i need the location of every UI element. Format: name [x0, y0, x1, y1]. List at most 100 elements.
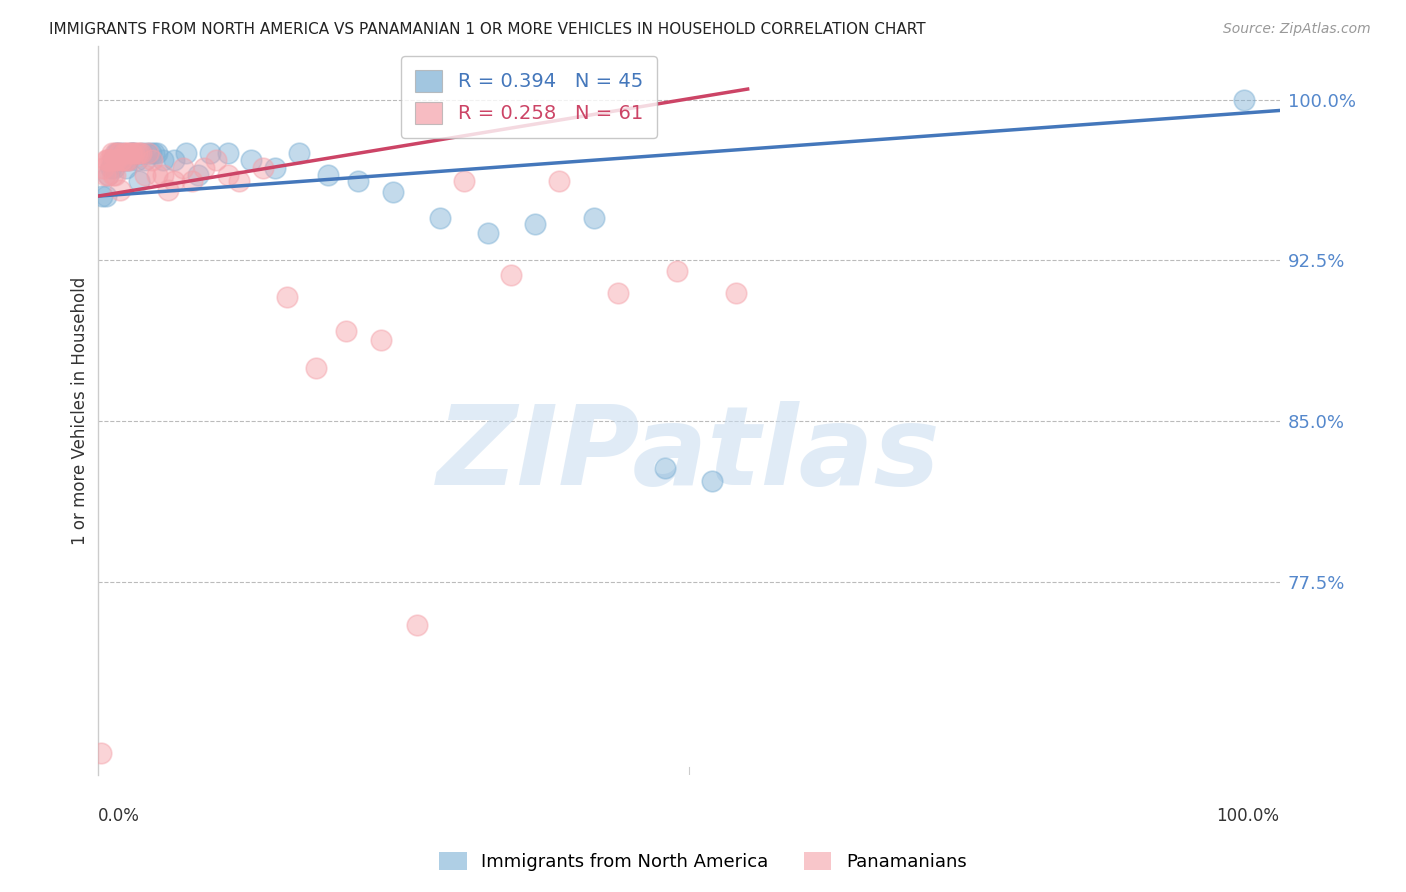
Point: [100, 146, 122, 161]
Point: [117, 146, 139, 161]
Point: [115, 161, 138, 176]
Point: [346, 174, 368, 188]
Point: [90, 746, 112, 760]
Point: [187, 168, 209, 182]
Point: [115, 153, 138, 167]
Point: [105, 146, 128, 161]
Point: [702, 474, 724, 488]
Point: [101, 168, 124, 182]
Point: [100, 161, 122, 176]
Point: [101, 153, 124, 167]
Point: [477, 226, 499, 240]
Point: [157, 183, 180, 197]
Point: [198, 146, 221, 161]
Point: [263, 161, 285, 176]
Y-axis label: 1 or more Vehicles in Household: 1 or more Vehicles in Household: [72, 277, 89, 544]
Point: [94, 189, 117, 203]
Point: [110, 153, 132, 167]
Point: [107, 146, 129, 161]
Point: [91, 189, 114, 203]
Point: [96, 153, 118, 167]
Legend: Immigrants from North America, Panamanians: Immigrants from North America, Panamania…: [432, 845, 974, 879]
Point: [94, 153, 117, 167]
Point: [172, 161, 194, 176]
Point: [665, 264, 688, 278]
Point: [193, 161, 215, 176]
Point: [122, 146, 145, 161]
Point: [114, 153, 136, 167]
Point: [501, 268, 523, 283]
Point: [117, 153, 139, 167]
Text: ZIPatlas: ZIPatlas: [437, 401, 941, 508]
Point: [98, 153, 121, 167]
Point: [105, 153, 128, 167]
Point: [305, 360, 328, 375]
Point: [204, 153, 226, 167]
Point: [128, 174, 150, 188]
Point: [97, 168, 120, 182]
Point: [108, 183, 131, 197]
Point: [107, 146, 129, 161]
Point: [128, 146, 150, 161]
Text: IMMIGRANTS FROM NORTH AMERICA VS PANAMANIAN 1 OR MORE VEHICLES IN HOUSEHOLD CORR: IMMIGRANTS FROM NORTH AMERICA VS PANAMAN…: [49, 22, 925, 37]
Point: [228, 174, 250, 188]
Point: [111, 146, 134, 161]
Point: [104, 168, 127, 182]
Point: [145, 146, 167, 161]
Point: [138, 146, 160, 161]
Point: [120, 146, 142, 161]
Text: Source: ZipAtlas.com: Source: ZipAtlas.com: [1223, 22, 1371, 37]
Point: [103, 153, 125, 167]
Point: [217, 146, 239, 161]
Point: [122, 146, 145, 161]
Point: [103, 161, 125, 176]
Point: [181, 174, 204, 188]
Point: [134, 153, 156, 167]
Point: [136, 146, 159, 161]
Point: [111, 153, 134, 167]
Point: [163, 153, 186, 167]
Point: [582, 211, 605, 225]
Point: [139, 146, 162, 161]
Point: [115, 146, 138, 161]
Point: [174, 146, 197, 161]
Point: [429, 211, 451, 225]
Point: [405, 617, 427, 632]
Point: [523, 217, 546, 231]
Point: [121, 146, 143, 161]
Point: [134, 168, 156, 182]
Point: [93, 161, 115, 176]
Point: [316, 168, 339, 182]
Point: [335, 324, 357, 338]
Text: 100.0%: 100.0%: [1216, 807, 1279, 825]
Point: [217, 168, 239, 182]
Point: [97, 168, 120, 182]
Point: [112, 146, 135, 161]
Point: [276, 290, 298, 304]
Point: [152, 153, 174, 167]
Point: [100, 153, 122, 167]
Point: [108, 146, 131, 161]
Point: [606, 285, 628, 300]
Point: [93, 168, 115, 182]
Text: 0.0%: 0.0%: [97, 807, 139, 825]
Point: [108, 153, 131, 167]
Point: [118, 153, 141, 167]
Point: [287, 146, 309, 161]
Point: [120, 146, 142, 161]
Point: [145, 168, 167, 182]
Point: [240, 153, 263, 167]
Point: [104, 146, 127, 161]
Point: [112, 153, 135, 167]
Point: [252, 161, 274, 176]
Point: [547, 174, 569, 188]
Point: [131, 146, 153, 161]
Point: [453, 174, 475, 188]
Point: [141, 153, 163, 167]
Legend: R = 0.394   N = 45, R = 0.258   N = 61: R = 0.394 N = 45, R = 0.258 N = 61: [401, 56, 657, 137]
Point: [143, 146, 166, 161]
Point: [370, 333, 392, 347]
Point: [1233, 93, 1256, 107]
Point: [131, 146, 153, 161]
Point: [152, 168, 174, 182]
